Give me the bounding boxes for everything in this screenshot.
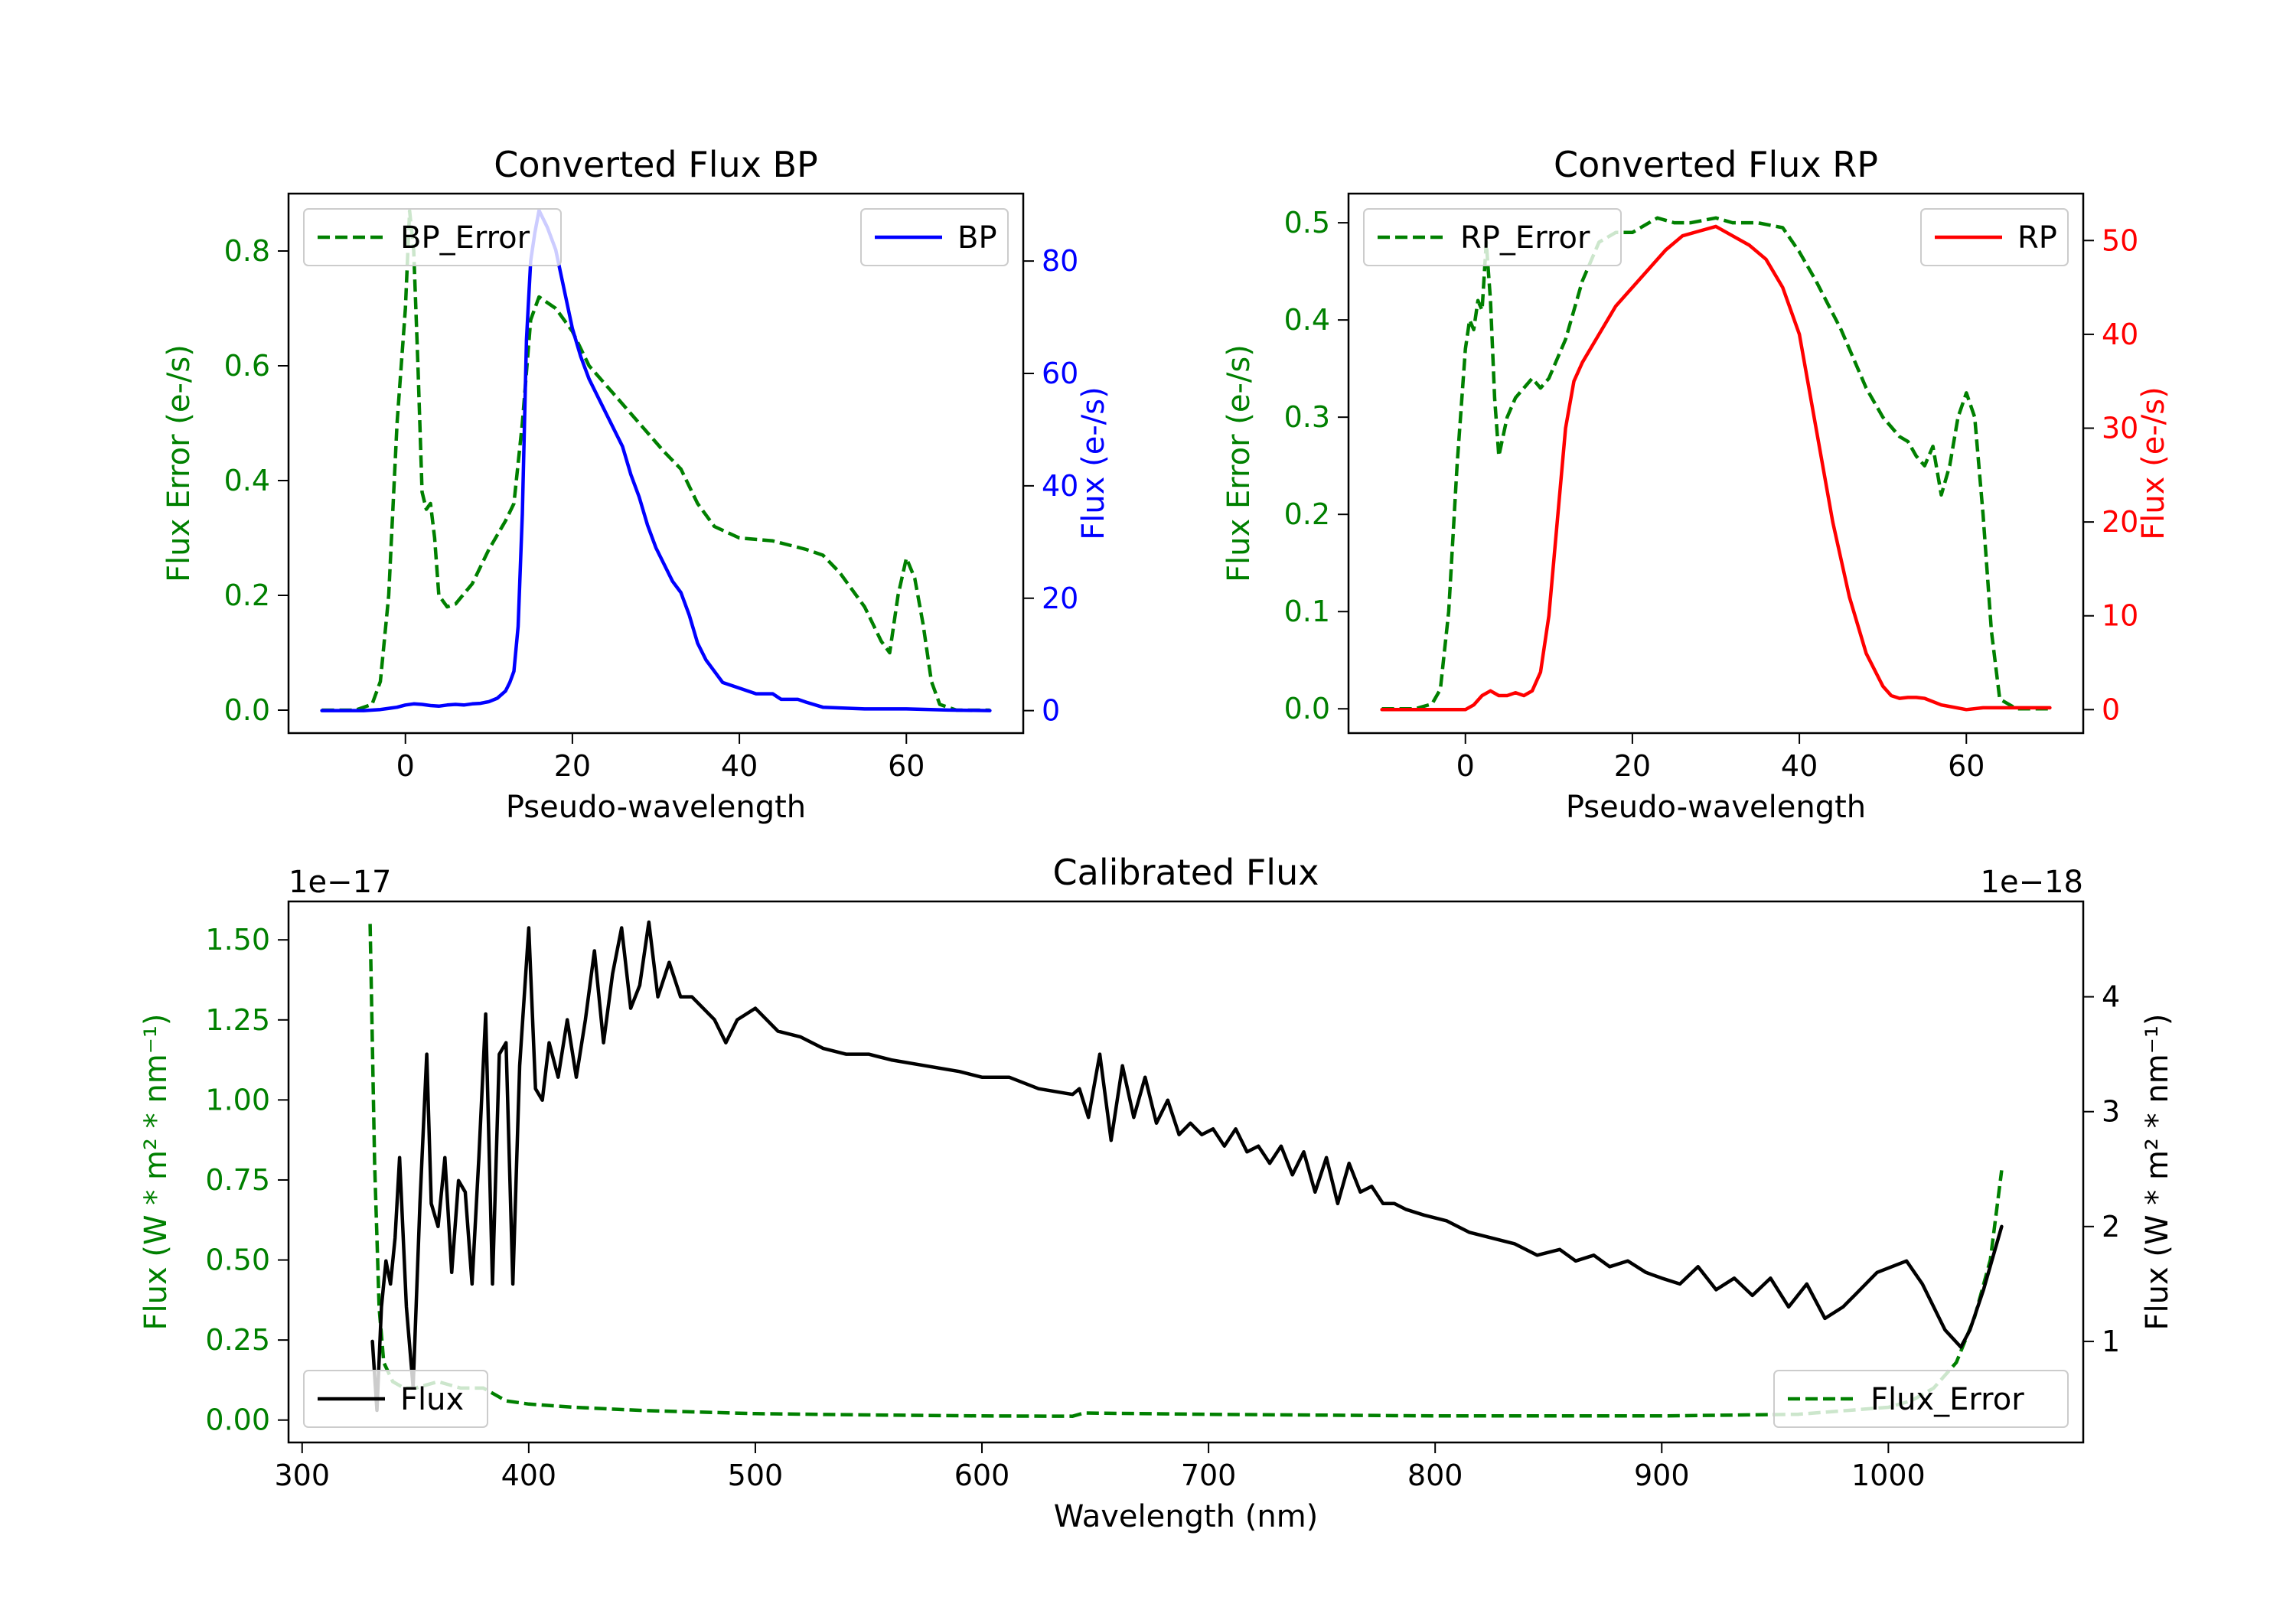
x-tick-label: 800 (1407, 1459, 1463, 1492)
legend-rp-error: RP_Error (1363, 208, 1622, 266)
axes-frame-bp (287, 192, 1025, 735)
legend-label: BP (957, 220, 997, 256)
plot-area-rp (1380, 216, 2052, 712)
series-line-rp (1380, 224, 2052, 712)
series-line-flux-error (368, 924, 2004, 1418)
legend-label: Flux_Error (1870, 1382, 2024, 1417)
chart-rp: 0 20 40 60 0.0 0.1 0.2 0.3 0.4 0.5 0 10 20 30 40 50 Conv… (1221, 144, 2171, 825)
y-right-tick-label: 0 (2102, 693, 2120, 726)
x-tick-label: 60 (888, 749, 925, 783)
x-tick-label: 500 (728, 1459, 784, 1492)
legend-box (303, 1370, 488, 1428)
y-left-tick-label: 1.25 (205, 1003, 270, 1037)
chart-title: Converted Flux BP (494, 144, 818, 185)
y-left-tick-label: 0.8 (224, 234, 270, 268)
legend-label: BP_Error (400, 220, 530, 256)
x-tick-label: 60 (1948, 749, 1985, 783)
x-tick-label: 400 (501, 1459, 557, 1492)
chart-root: 0 20 40 600.00.20.40.60.8020406080Converted… (139, 144, 2175, 1534)
y-left-tick-label: 0.75 (205, 1163, 270, 1197)
y-right-tick-label: 1 (2102, 1325, 2120, 1358)
chart-title: Calibrated Flux (1053, 852, 1319, 893)
x-tick-label: 300 (274, 1459, 330, 1492)
series-line-flux (370, 920, 2004, 1413)
x-axis-label: Wavelength (nm) (1054, 1499, 1319, 1534)
x-tick-label: 700 (1181, 1459, 1237, 1492)
legend-flux: Flux (303, 1370, 488, 1428)
y-right-tick-label: 4 (2102, 980, 2120, 1014)
y-left-tick-label: 0.3 (1284, 400, 1330, 434)
y-left-tick-label: 0.1 (1284, 595, 1330, 628)
y-right-tick-label: 50 (2102, 223, 2138, 257)
y-right-axis-label: Flux (e-/s) (2136, 386, 2171, 539)
chart-title: Converted Flux RP (1554, 144, 1878, 185)
y-left-tick-label: 0.5 (1284, 206, 1330, 240)
x-tick-label: 20 (1614, 749, 1651, 783)
x-tick-label: 20 (554, 749, 591, 783)
y-left-axis-label: Flux (W * m² * nm⁻¹) (139, 1014, 174, 1331)
legend-box (1773, 1370, 2069, 1428)
y-right-axis-label: Flux (W * m² * nm⁻¹) (2140, 1014, 2175, 1331)
y-left-axis-label: Flux Error (e-/s) (161, 344, 197, 582)
legend-label: Flux (400, 1382, 464, 1417)
x-axis-label: Pseudo-wavelength (506, 790, 806, 825)
y-left-tick-label: 0.0 (224, 693, 270, 727)
y-right-tick-label: 20 (2102, 505, 2138, 539)
x-tick-label: 600 (954, 1459, 1010, 1492)
y-left-tick-label: 0.4 (1284, 303, 1330, 337)
legend-label: RP (2017, 220, 2057, 256)
y-left-tick-label: 0.2 (224, 579, 270, 612)
x-tick-label: 900 (1634, 1459, 1690, 1492)
x-tick-label: 0 (1456, 749, 1475, 783)
legend-label: RP_Error (1460, 220, 1590, 256)
axes-frame-rp (1347, 192, 2085, 735)
chart-bp: 0 20 40 60 0.0 0.2 0.4 0.6 0.8 0 20 40 60 80 Converted… (161, 144, 1111, 825)
legend-bp-error: BP_Error (303, 208, 562, 266)
y-left-tick-label: 0.25 (205, 1323, 270, 1357)
legend-bp: BP (860, 208, 1009, 266)
y-left-tick-label: 0.2 (1284, 497, 1330, 531)
plot-area-cal (368, 920, 2004, 1418)
series-line-rp-error (1381, 216, 2050, 711)
series-line-bp (320, 208, 992, 712)
y-left-tick-label: 0.00 (205, 1403, 270, 1437)
y-left-tick-label: 0.6 (224, 349, 270, 383)
legend-box (1363, 208, 1622, 266)
axes-frame-cal (287, 900, 2085, 1444)
y-right-tick-label: 30 (2102, 412, 2138, 445)
legend-rp: RP (1920, 208, 2069, 266)
y-right-tick-label: 60 (1042, 357, 1078, 390)
y-right-tick-label: 10 (2102, 599, 2138, 633)
chart-cal: 300 400 500 600 700 800 900 1000 0.00 0.25 0.50 0.7… (139, 852, 2175, 1534)
y-left-tick-label: 0.0 (1284, 692, 1330, 725)
x-tick-label: 0 (396, 749, 415, 783)
y-right-tick-label: 40 (1042, 469, 1078, 503)
y-left-tick-label: 1.50 (205, 923, 270, 957)
x-axis-label: Pseudo-wavelength (1566, 790, 1866, 825)
legend-flux-error: Flux_Error (1773, 1370, 2069, 1428)
legend-box (303, 208, 562, 266)
y-right-tick-label: 20 (1042, 582, 1078, 615)
y-right-axis-label: Flux (e-/s) (1076, 386, 1111, 539)
y-left-offset-label: 1e−17 (289, 865, 391, 900)
y-right-tick-label: 2 (2102, 1210, 2120, 1244)
y-left-axis-label: Flux Error (e-/s) (1221, 344, 1257, 582)
y-right-offset-label: 1e−18 (1981, 865, 2083, 900)
y-left-tick-label: 1.00 (205, 1083, 270, 1116)
x-tick-label: 40 (721, 749, 758, 783)
y-right-tick-label: 0 (1042, 694, 1060, 728)
x-tick-label: 1000 (1851, 1459, 1926, 1492)
y-left-tick-label: 0.4 (224, 464, 270, 497)
y-right-tick-label: 3 (2102, 1095, 2120, 1129)
y-right-tick-label: 40 (2102, 318, 2138, 351)
y-right-tick-label: 80 (1042, 244, 1078, 278)
y-left-tick-label: 0.50 (205, 1244, 270, 1277)
x-tick-label: 40 (1781, 749, 1818, 783)
